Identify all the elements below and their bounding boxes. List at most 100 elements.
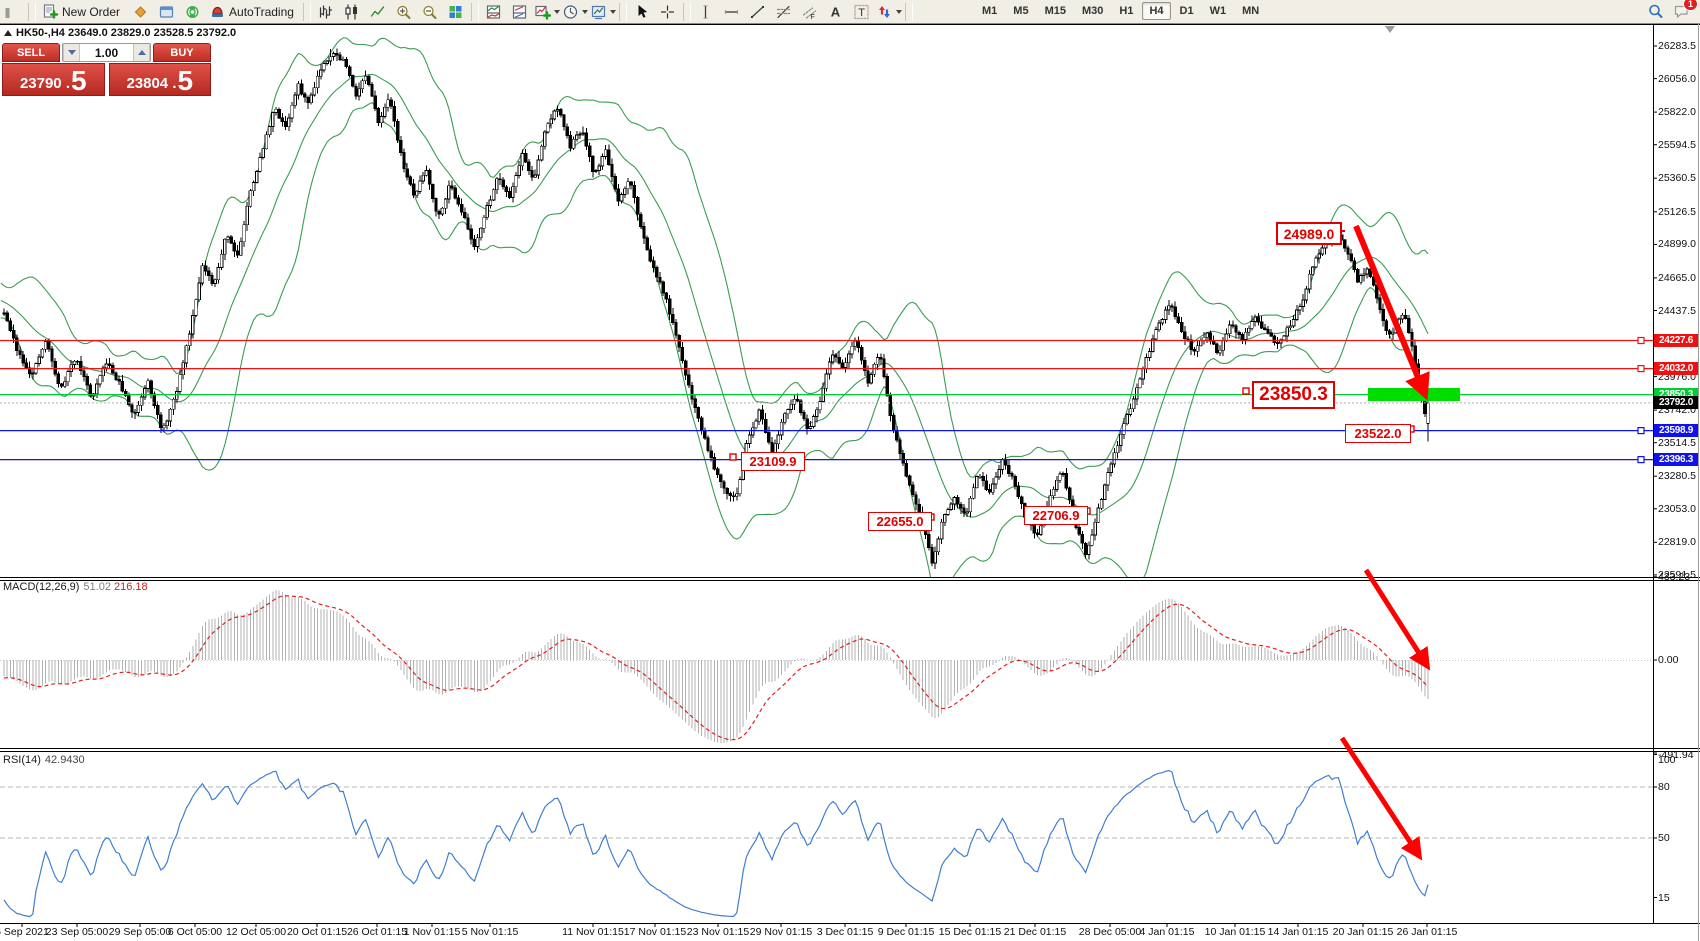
timeframe-M30[interactable]: M30: [1081, 5, 1104, 17]
zoom-in-button[interactable]: [391, 1, 417, 23]
price-annotation[interactable]: 23522.0: [1345, 424, 1411, 443]
indicator-window-icon: [487, 4, 501, 19]
line-handle[interactable]: [1637, 336, 1645, 345]
dropdown-arrow-icon[interactable]: [895, 9, 902, 14]
equidistant-channel-button[interactable]: F: [797, 1, 823, 23]
symbol-marker-icon: [4, 30, 12, 36]
dropdown-arrow-icon[interactable]: [553, 9, 560, 14]
price-annotation[interactable]: 23109.9: [741, 452, 805, 471]
timeframe-W1[interactable]: W1: [1209, 5, 1227, 17]
price-annotation[interactable]: 22655.0: [868, 512, 932, 531]
toolbar-separator: [904, 2, 913, 21]
clipped-chart-button[interactable]: [0, 1, 26, 23]
buy-price-button[interactable]: 23804 .5: [108, 63, 211, 97]
volume-value[interactable]: 1.00: [94, 45, 119, 60]
tile-windows-button[interactable]: [443, 1, 469, 23]
candlestick-chart-icon: [345, 3, 358, 20]
line-handle[interactable]: [1637, 365, 1645, 373]
time-axis-label: 1 Nov 01:15: [403, 926, 461, 938]
vertical-line-button[interactable]: [693, 1, 719, 23]
timeframe-H4[interactable]: H4: [1142, 2, 1171, 20]
rsi-axis-label: 100: [1658, 754, 1676, 766]
tile-windows-icon: [449, 5, 462, 18]
fibonacci-button[interactable]: [771, 1, 797, 23]
cursor-button[interactable]: [629, 1, 655, 23]
time-axis-label: 28 Dec 05:00: [1078, 926, 1142, 938]
vertical-line-icon: [703, 4, 709, 19]
text-button[interactable]: A: [823, 1, 849, 23]
timeframe-M5[interactable]: M5: [1013, 5, 1029, 17]
search-icon: [1648, 4, 1662, 18]
timeframe-M15[interactable]: M15: [1044, 5, 1066, 17]
annotation-handle[interactable]: [729, 453, 737, 461]
bar-chart-button[interactable]: [313, 1, 339, 23]
zoom-out-button[interactable]: [417, 1, 443, 23]
dropdown-arrow-icon[interactable]: [581, 9, 588, 14]
signals-button[interactable]: [179, 1, 205, 23]
volume-increase-button[interactable]: [133, 44, 150, 61]
chart-template-button[interactable]: [589, 1, 617, 23]
candlestick-chart-button[interactable]: [339, 1, 365, 23]
line-handle[interactable]: [1637, 427, 1645, 435]
trend-arrow[interactable]: [1363, 568, 1431, 671]
search-button[interactable]: [1642, 0, 1668, 22]
sell-price-main: 23790 .: [19, 75, 70, 92]
indicator-window-button[interactable]: [481, 1, 507, 23]
timeframe-H1[interactable]: H1: [1119, 5, 1134, 17]
data-window-button[interactable]: [153, 1, 179, 23]
timeframe-MN[interactable]: MN: [1242, 5, 1260, 17]
text-icon: A: [831, 4, 841, 19]
autotrading-button[interactable]: AutoTrading: [205, 1, 301, 23]
buy-button[interactable]: BUY: [153, 43, 211, 62]
price-annotation[interactable]: 22706.9: [1024, 506, 1088, 525]
time-axis-label: 11 Nov 01:15: [562, 926, 624, 938]
price-annotation[interactable]: 23850.3: [1252, 381, 1335, 409]
line-chart-button[interactable]: [365, 1, 391, 23]
one-click-trading-panel: SELL 1.00 BUY 23790 .5 23804 .5: [2, 43, 211, 96]
support-zone-highlight[interactable]: [1368, 388, 1460, 401]
volume-decrease-button[interactable]: [63, 44, 80, 61]
periods-button[interactable]: [561, 1, 589, 23]
time-axis-label: 6 Oct 05:00: [167, 926, 223, 938]
triangle-down-icon: [67, 50, 76, 55]
timeframe-M1[interactable]: M1: [982, 5, 998, 17]
line-handle[interactable]: [1637, 456, 1645, 464]
time-axis-label: 20 Jan 01:15: [1332, 926, 1394, 938]
macd-histogram: [3, 590, 1429, 743]
trendline-button[interactable]: [745, 1, 771, 23]
timeframe-D1[interactable]: D1: [1179, 5, 1194, 17]
line-chart-icon: [371, 5, 385, 17]
arrow-objects-button[interactable]: [875, 1, 903, 23]
notifications-button[interactable]: 1: [1668, 0, 1698, 22]
macd-axis-label: 0.00: [1658, 654, 1679, 666]
mql-community-button[interactable]: [127, 1, 153, 23]
price-tag: 24032.0: [1654, 362, 1698, 376]
objects-window-button[interactable]: [507, 1, 533, 23]
rsi-line: [3, 769, 1429, 918]
price-tag: 23396.3: [1654, 453, 1698, 467]
time-axis-label: 29 Sep 05:00: [108, 926, 172, 938]
candlestick-series: [2, 48, 1430, 569]
new-order-button[interactable]: New Order: [38, 1, 127, 23]
trend-arrow[interactable]: [1353, 224, 1430, 401]
sell-price-button[interactable]: 23790 .5: [2, 63, 105, 96]
horizontal-line-icon: [725, 9, 739, 14]
dropdown-arrow-icon[interactable]: [609, 9, 616, 14]
toolbar-separator: [618, 2, 627, 21]
price-tag: 23598.9: [1654, 424, 1698, 438]
crosshair-button[interactable]: [655, 1, 681, 23]
text-label-button[interactable]: T: [849, 1, 875, 23]
buy-price-pips: 5: [177, 65, 194, 97]
macd-axis-label: -491.94: [1658, 748, 1694, 761]
svg-text:F: F: [811, 14, 815, 20]
add-indicator-button[interactable]: [533, 1, 561, 23]
toolbar-separator: [682, 2, 691, 21]
horizontal-line-button[interactable]: [719, 1, 745, 23]
periods-icon: [563, 4, 578, 19]
price-annotation[interactable]: 24989.0: [1276, 222, 1342, 245]
sell-button[interactable]: SELL: [2, 43, 60, 62]
chart-shift-marker[interactable]: [1385, 26, 1395, 33]
trend-arrow[interactable]: [1339, 736, 1423, 861]
annotation-handle[interactable]: [1242, 387, 1250, 395]
time-axis-label: 26 Jan 01:15: [1396, 926, 1458, 938]
